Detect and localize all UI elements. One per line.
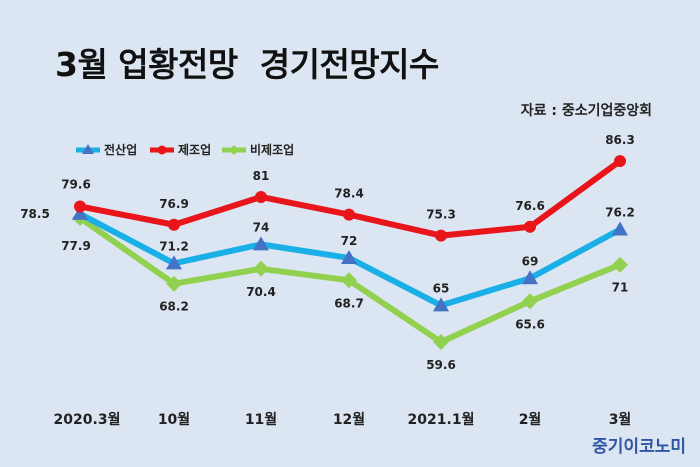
legend-label-제조업: 제조업 [178,143,211,157]
x-tick-label: 2월 [519,411,542,428]
data-label-비제조업-4: 59.6 [426,358,456,372]
data-label-전산업-4: 65 [433,281,450,295]
data-label-전산업-1: 71.2 [159,239,189,253]
data-label-비제조업-0: 77.9 [61,239,91,253]
legend-marker-전산업 [82,144,94,154]
data-point-전산업-3 [341,249,357,264]
data-point-제조업-0 [74,200,86,213]
data-label-전산업-5: 69 [522,254,539,268]
data-label-전산업-0: 78.5 [20,207,50,221]
data-point-전산업-2 [253,236,269,251]
data-point-비제조업-3 [341,272,357,289]
x-tick-label: 10월 [158,411,190,428]
data-label-비제조업-5: 65.6 [515,317,545,331]
data-label-비제조업-6: 71 [612,281,629,295]
legend-marker-제조업 [157,145,167,155]
data-point-전산업-6 [612,221,628,236]
data-label-제조업-6: 86.3 [605,133,635,147]
legend-label-전산업: 전산업 [104,142,137,157]
data-point-제조업-5 [524,220,536,233]
data-label-제조업-3: 78.4 [334,187,364,201]
data-label-제조업-4: 75.3 [426,208,456,222]
data-point-비제조업-1 [166,275,182,292]
data-label-비제조업-1: 68.2 [159,300,189,314]
chart-title: 3월 업황전망 경기전망지수 [55,45,439,84]
source-note: 자료 : 중소기업중앙회 [520,103,652,119]
data-point-제조업-2 [255,190,267,203]
x-tick-label: 12월 [333,411,365,428]
data-label-제조업-1: 76.9 [159,197,189,211]
x-tick-label: 3월 [609,411,632,428]
data-point-제조업-4 [435,229,447,242]
data-point-비제조업-4 [433,333,449,350]
data-label-제조업-5: 76.6 [515,199,545,213]
data-point-전산업-0 [72,205,88,220]
data-label-전산업-3: 72 [341,234,358,248]
data-point-비제조업-6 [612,256,628,273]
data-point-제조업-6 [614,155,626,168]
data-point-비제조업-2 [253,260,269,277]
data-point-전산업-5 [522,270,538,285]
x-tick-label: 2021.1월 [408,411,475,428]
data-label-전산업-2: 74 [253,220,270,234]
data-label-비제조업-2: 70.4 [246,285,276,299]
data-point-비제조업-5 [522,293,538,310]
data-label-제조업-2: 81 [253,169,270,183]
data-label-제조업-0: 79.6 [61,177,91,191]
data-label-비제조업-3: 68.7 [334,296,364,310]
x-tick-label: 11월 [245,411,277,428]
data-point-전산업-4 [433,297,449,312]
data-point-제조업-3 [343,208,355,221]
legend-label-비제조업: 비제조업 [250,142,294,157]
data-point-제조업-1 [168,218,180,231]
data-point-전산업-1 [166,255,182,270]
brand-logo-text: 중기이코노미 [592,437,686,457]
x-tick-label: 2020.3월 [54,411,121,428]
legend-marker-비제조업 [229,145,239,155]
data-label-전산업-6: 76.2 [605,205,635,219]
